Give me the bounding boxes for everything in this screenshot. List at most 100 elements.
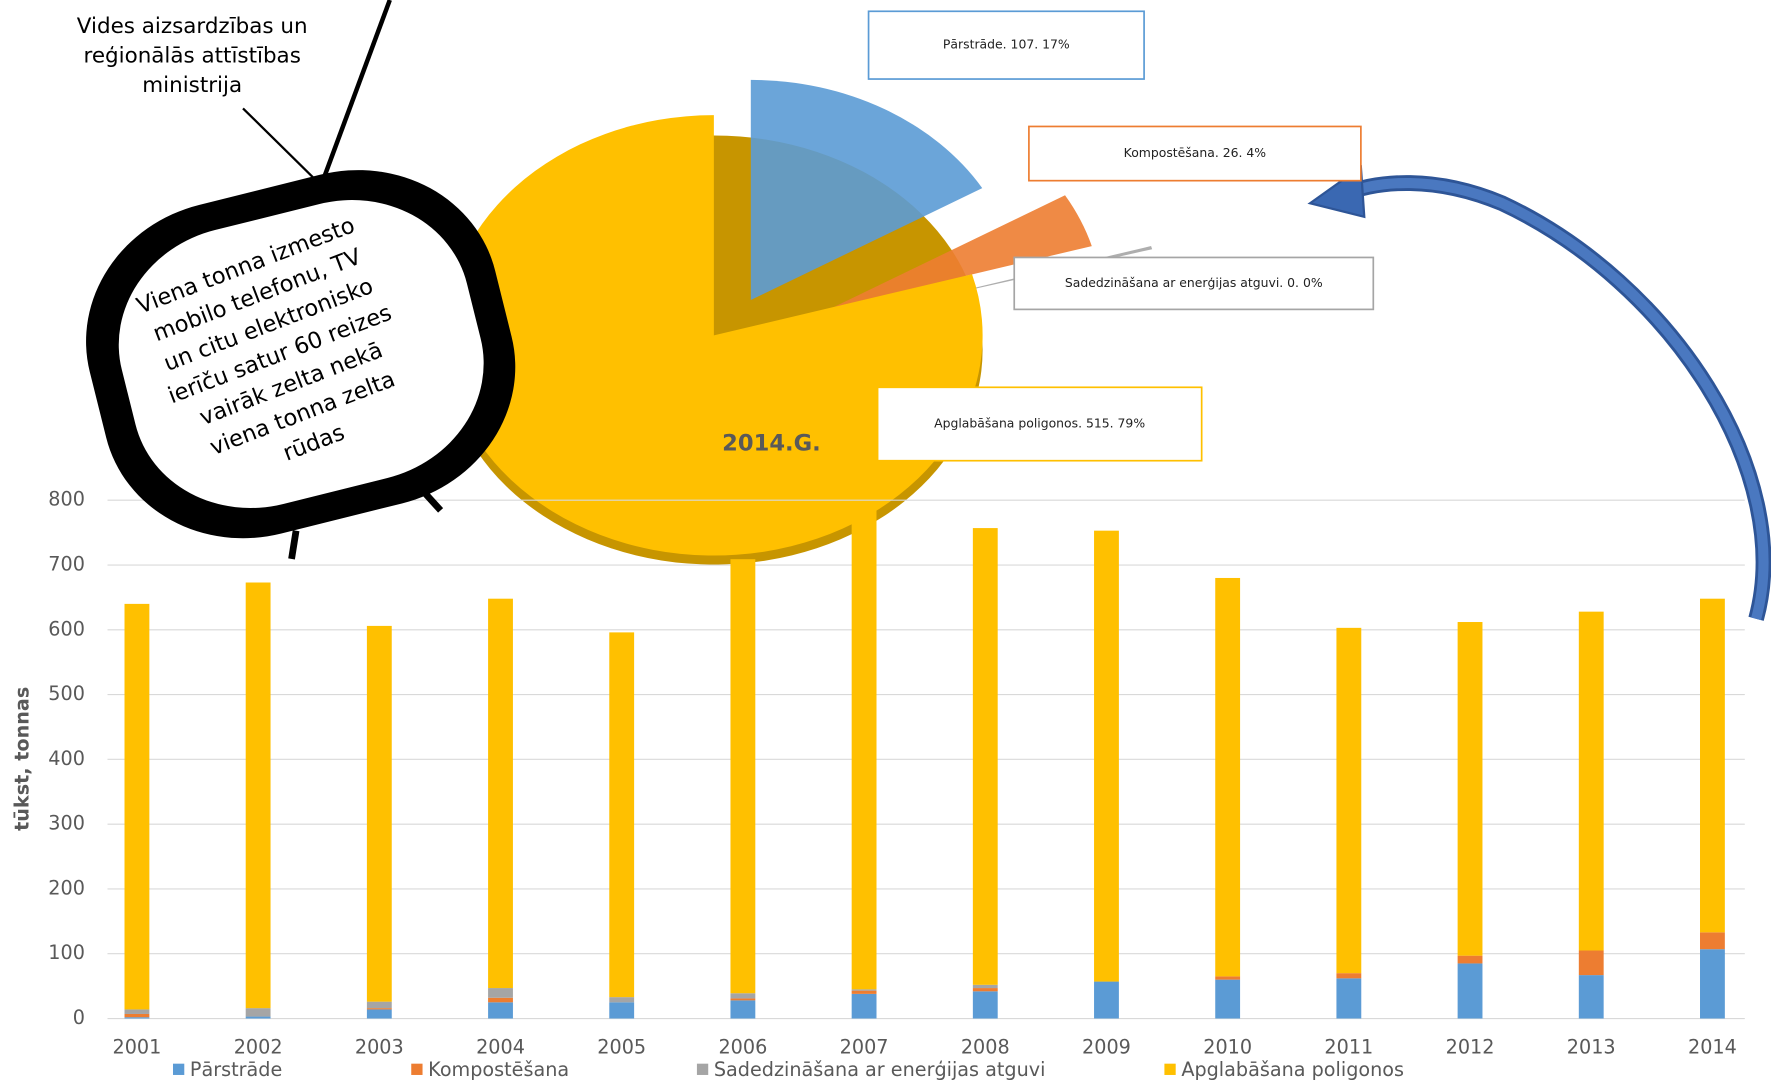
bar-segment — [972, 991, 998, 1019]
logo-text: ministrija — [142, 73, 242, 98]
x-tick-label: 2011 — [1324, 1035, 1373, 1058]
bar-segment — [245, 1016, 271, 1019]
bar-segment — [1336, 978, 1362, 1019]
x-tick-label: 2004 — [476, 1035, 525, 1058]
y-tick-label: 500 — [48, 682, 85, 705]
tv-foot — [288, 530, 300, 560]
bar-segment — [972, 988, 998, 992]
y-tick-label: 700 — [48, 553, 85, 576]
pie-label-box — [1028, 125, 1362, 182]
y-axis-label: tūkst, tonnas — [10, 687, 33, 831]
pie-label-box — [876, 386, 1203, 462]
bar-segment — [488, 598, 513, 989]
bar-segment — [1700, 932, 1725, 950]
bar-segment — [488, 997, 513, 1003]
bar-segment — [1700, 598, 1725, 933]
y-tick-label: 400 — [48, 747, 85, 770]
bar-segment — [851, 989, 877, 991]
bar-segment — [1457, 955, 1483, 964]
bar-segment — [730, 998, 756, 1001]
x-tick-label: 2010 — [1203, 1035, 1252, 1058]
pie-value-label: Kompostēšana. 26. 4% — [1124, 145, 1267, 160]
x-tick-label: 2009 — [1082, 1035, 1131, 1058]
y-tick-label: 800 — [48, 488, 85, 511]
antenna — [242, 107, 318, 182]
callout-tv: Vides aizsardzības un reģionālās attīstī… — [77, 0, 516, 560]
logo-text: Vides aizsardzības un — [77, 14, 308, 39]
bar-segment — [609, 632, 635, 998]
x-tick-label: 2007 — [840, 1035, 889, 1058]
x-tick-label: 2002 — [234, 1035, 283, 1058]
bar-segment — [1700, 949, 1725, 1019]
x-tick-label: 2008 — [961, 1035, 1010, 1058]
legend-swatch — [696, 1063, 709, 1075]
bar-segment — [124, 603, 150, 1010]
pie-value-label: Sadedzināšana ar enerģijas atguvi. 0. 0% — [1065, 275, 1323, 290]
bar-segment — [488, 1002, 513, 1019]
bar-segment — [730, 559, 756, 994]
bar-segment — [609, 1002, 635, 1019]
bar-segment — [488, 988, 513, 998]
x-tick-label: 2014 — [1688, 1035, 1737, 1058]
bar-segment — [1457, 963, 1483, 1019]
bar-segment — [1578, 950, 1604, 976]
bar-chart: 0 100 200 300 400 500 600 700 800 tūkst, tonnas 20… — [10, 488, 1745, 1081]
pie-chart: 2014.G. — [445, 79, 1153, 565]
y-tick-label: 300 — [48, 812, 85, 835]
bar-segment — [1578, 611, 1604, 951]
y-tick-label: 100 — [48, 941, 85, 964]
pie-label-box — [1013, 256, 1375, 311]
pie-value-label: Pārstrāde. 107. 17% — [943, 37, 1070, 52]
pie-slice — [445, 115, 983, 556]
bar-segment — [1578, 975, 1604, 1019]
x-tick-label: 2012 — [1446, 1035, 1495, 1058]
bar-segment — [124, 1009, 150, 1014]
legend-label: Sadedzināšana ar enerģijas atguvi — [714, 1058, 1046, 1081]
logo-text: reģionālās attīstības — [84, 43, 301, 68]
arrow — [1342, 177, 1769, 621]
x-tick-label: 2006 — [718, 1035, 767, 1058]
legend-label: Apglabāšana poligonos — [1181, 1058, 1404, 1081]
bar-segment — [366, 625, 392, 1002]
bar-segment — [366, 1009, 392, 1019]
bar-segment — [730, 993, 756, 999]
bar-segment — [1215, 976, 1241, 980]
pie-slice — [750, 79, 983, 301]
x-tick-label: 2013 — [1567, 1035, 1616, 1058]
bar-segment — [366, 1001, 392, 1009]
bar-segment — [1457, 622, 1483, 956]
antenna — [319, 0, 392, 184]
bar-segment — [972, 528, 998, 985]
tv-screen — [118, 200, 484, 508]
bar-segment — [366, 1008, 392, 1010]
legend-label: Pārstrāde — [190, 1058, 282, 1081]
y-tick-label: 0 — [73, 1006, 85, 1029]
bar-segment — [1094, 981, 1119, 1019]
bar-segment — [972, 984, 998, 989]
y-tick-label: 600 — [48, 617, 85, 640]
arrow — [1341, 175, 1771, 621]
bar-segment — [609, 997, 635, 1003]
pie-label-box — [867, 10, 1145, 80]
bar-segment — [124, 1013, 150, 1018]
x-tick-label: 2005 — [597, 1035, 646, 1058]
legend-swatch — [1164, 1063, 1176, 1075]
y-tick-label: 200 — [48, 876, 85, 899]
bar-segment — [245, 582, 271, 1009]
bar-segment — [730, 1000, 756, 1019]
bar-segment — [1094, 530, 1119, 982]
legend-swatch — [172, 1063, 185, 1075]
bar-segment — [124, 1017, 150, 1019]
legend-swatch — [411, 1063, 423, 1075]
pie-title: 2014.G. — [722, 430, 821, 456]
pie-slice — [833, 195, 1092, 308]
bar-segment — [1215, 979, 1241, 1019]
bar-segment — [851, 993, 877, 1019]
bar-segment — [245, 1008, 271, 1017]
x-tick-label: 2001 — [113, 1035, 162, 1058]
bar-segment — [1336, 973, 1362, 979]
pie-value-label: Apglabāšana poligonos. 515. 79% — [934, 416, 1145, 431]
legend-label: Kompostēšana — [428, 1058, 569, 1081]
bar-segment — [851, 990, 877, 994]
